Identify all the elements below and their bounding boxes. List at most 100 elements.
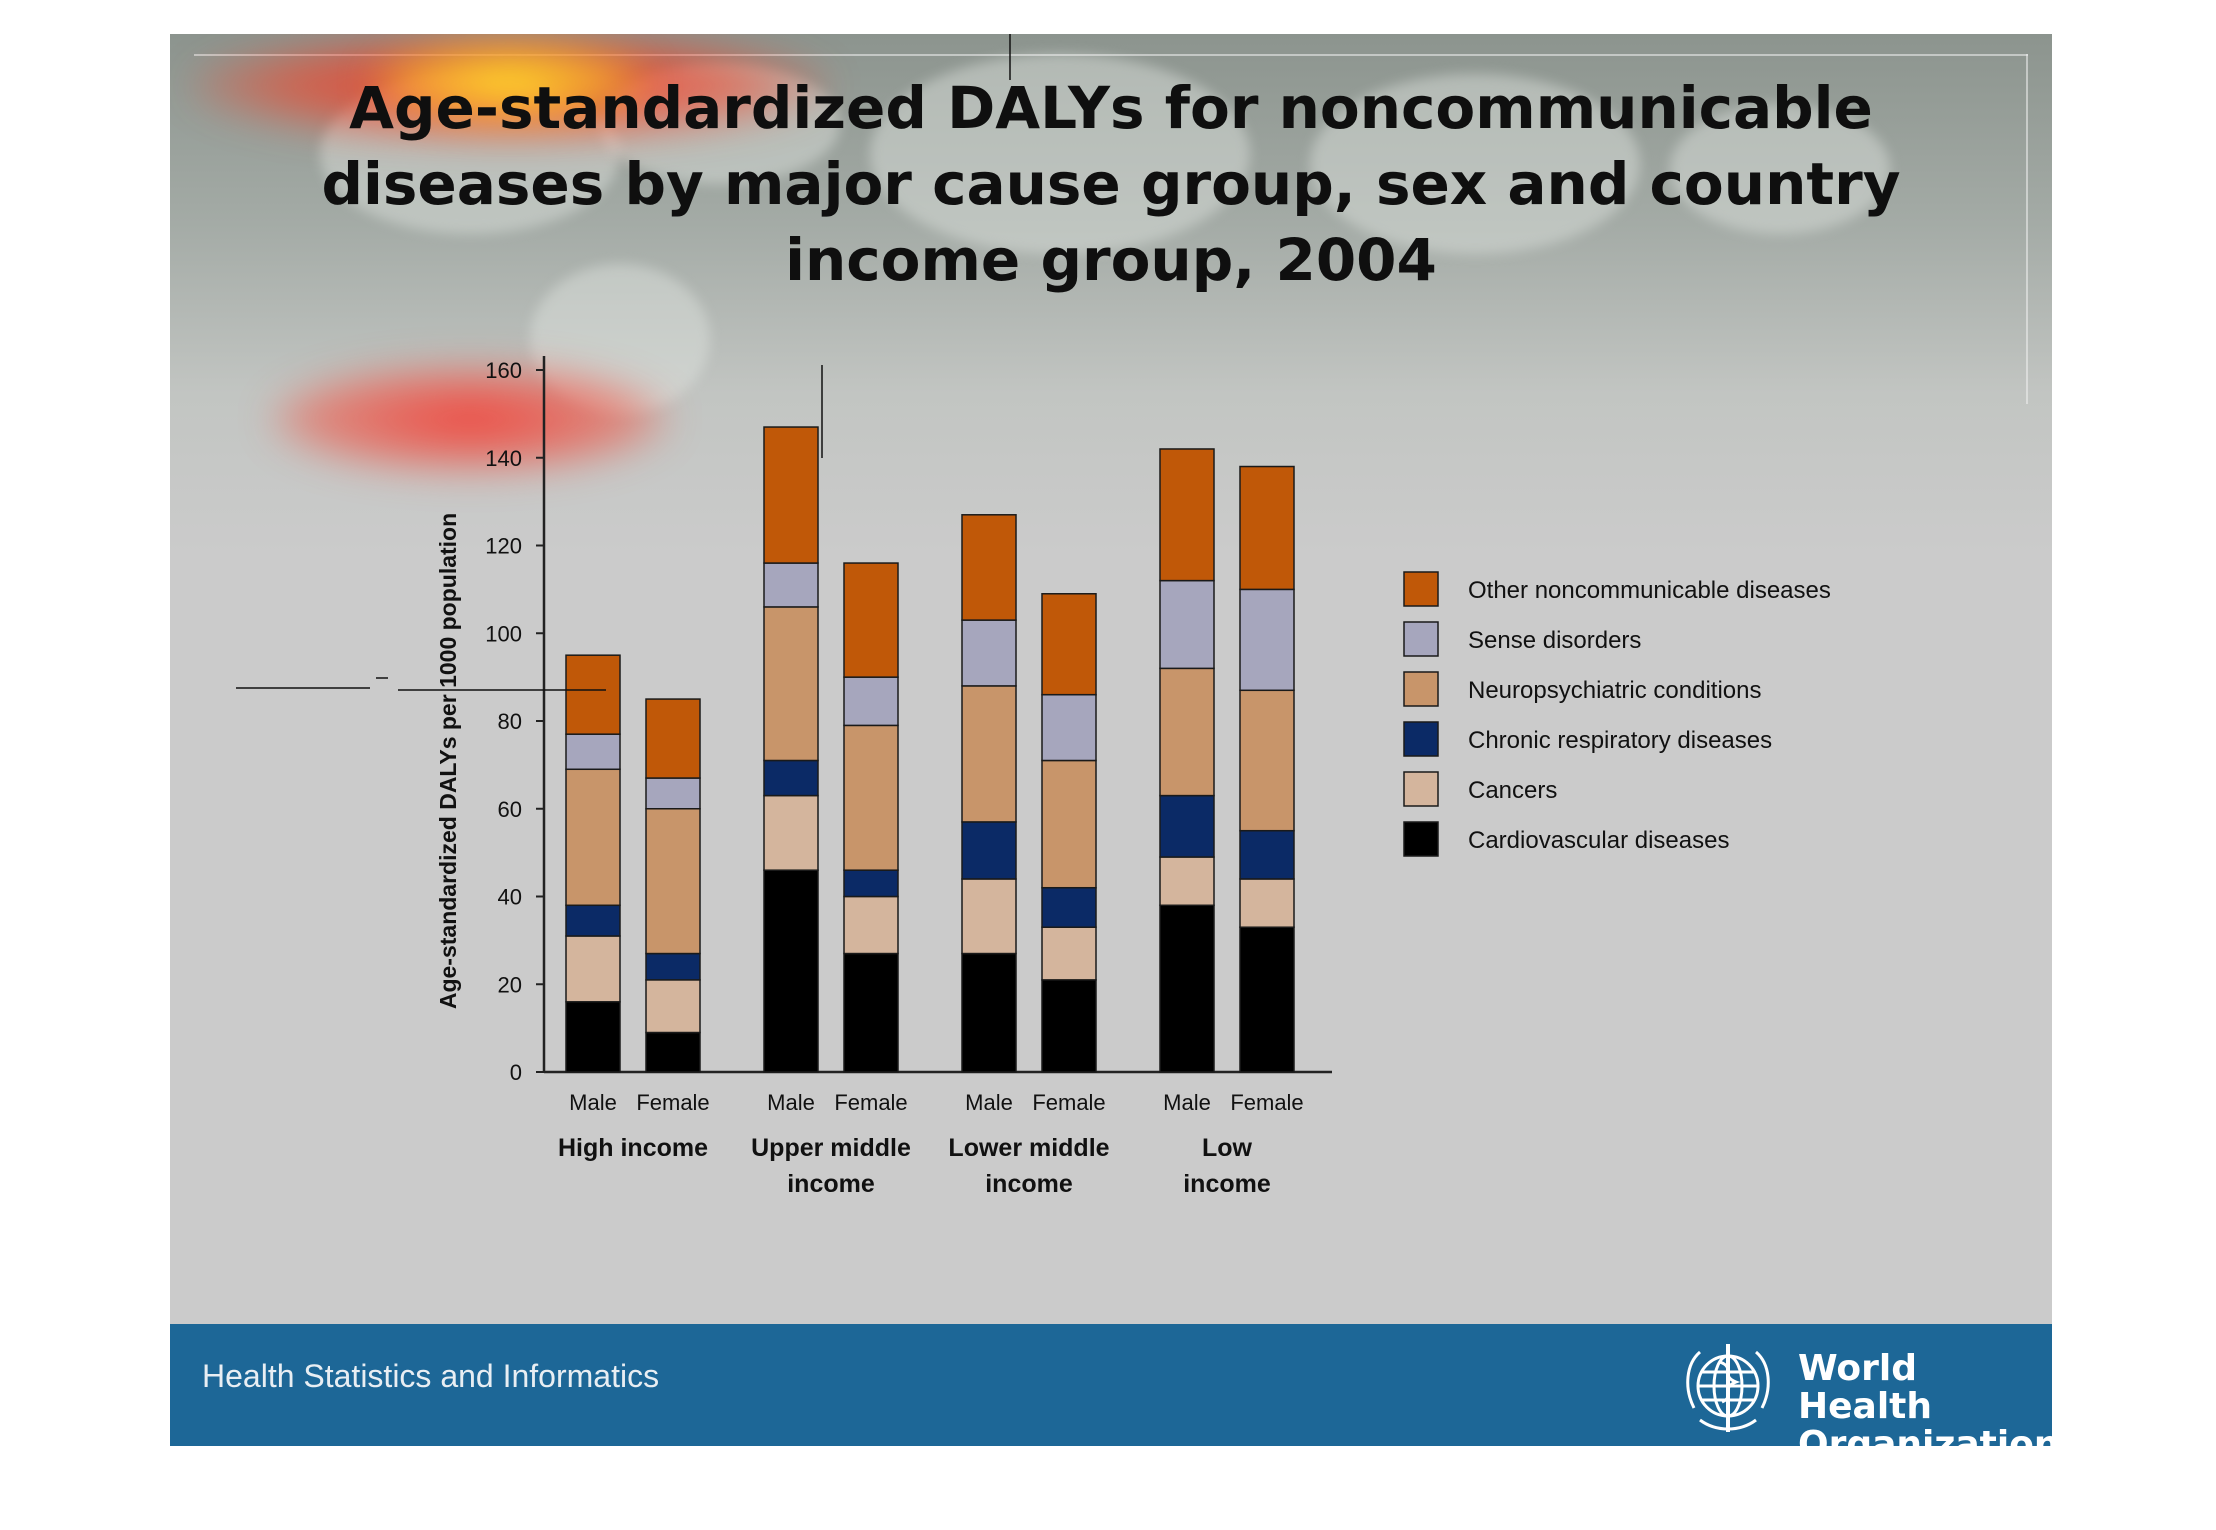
bar-segment <box>1239 588 1295 692</box>
title-line-3: income group, 2004 <box>785 226 1437 294</box>
map-background <box>1670 104 1890 234</box>
footer-label: Health Statistics and Informatics <box>202 1358 660 1394</box>
bar-segment <box>1239 829 1295 880</box>
legend-swatch <box>1403 821 1439 857</box>
x-category-label: Female <box>834 1090 907 1115</box>
bar-segment <box>961 952 1017 1073</box>
bar-segment <box>1041 926 1097 981</box>
legend-swatch <box>1403 671 1439 707</box>
y-tick-label: 0 <box>510 1060 522 1085</box>
bar-segment <box>1159 856 1215 907</box>
bar-segment <box>1159 904 1215 1073</box>
bar-segment <box>763 794 819 871</box>
who-organization-name: World Health Organization <box>1798 1348 2052 1447</box>
legend-swatch <box>1403 771 1439 807</box>
bar-segment <box>565 733 621 771</box>
x-category-label: Female <box>1230 1090 1303 1115</box>
bar-segment <box>1159 794 1215 858</box>
frame-line <box>194 54 2028 56</box>
footer-bar: Health Statistics and Informatics World … <box>170 1324 2052 1446</box>
y-tick-label: 120 <box>485 534 522 559</box>
legend-entry: Other noncommunicable diseases <box>1468 577 1831 604</box>
x-category-label: Female <box>636 1090 709 1115</box>
x-category-label: Male <box>767 1090 815 1115</box>
legend-swatch <box>1403 621 1439 657</box>
legend-entry: Neuropsychiatric conditions <box>1468 677 1761 704</box>
bar-segment <box>961 619 1017 687</box>
bar-segment <box>843 895 899 955</box>
heatmap-overlay <box>370 42 650 122</box>
x-group-label: High income <box>558 1134 708 1162</box>
bar-segment <box>961 514 1017 621</box>
bar-segment <box>1239 878 1295 928</box>
bar-segment <box>961 878 1017 955</box>
bar-segment <box>1041 979 1097 1073</box>
title-line-1: Age-standardized DALYs for noncommunicab… <box>349 74 1873 142</box>
who-emblem-icon <box>1686 1344 1770 1432</box>
bar-segment <box>843 676 899 727</box>
bar-segment <box>565 654 621 735</box>
x-group-label: Low <box>1202 1134 1253 1162</box>
x-group-label: income <box>1183 1170 1271 1198</box>
y-tick-label: 40 <box>498 885 522 910</box>
x-category-label: Male <box>569 1090 617 1115</box>
bar-segment <box>1159 667 1215 797</box>
bar-segment <box>1041 759 1097 889</box>
bar-segment <box>1239 465 1295 591</box>
legend-entry: Cancers <box>1468 777 1557 804</box>
bar-segment <box>565 935 621 1003</box>
bar-segment <box>763 426 819 564</box>
x-category-label: Male <box>965 1090 1013 1115</box>
bar-segment <box>961 821 1017 880</box>
bar-segment <box>1041 693 1097 762</box>
bar-segment <box>843 724 899 871</box>
title-line-2: diseases by major cause group, sex and c… <box>321 150 1901 218</box>
bar-segment <box>645 777 701 810</box>
x-group-label: income <box>787 1170 875 1198</box>
map-background <box>1310 74 1640 254</box>
x-group-label: income <box>985 1170 1073 1198</box>
bar-segment <box>763 869 819 1073</box>
bar-segment <box>565 904 621 937</box>
bar-segment <box>565 1001 621 1073</box>
bar-segment <box>843 869 899 898</box>
heatmap-overlay <box>270 364 670 474</box>
frame-line <box>2026 54 2028 404</box>
bar-segment <box>843 952 899 1073</box>
bar-segment <box>763 759 819 797</box>
x-group-label: Lower middle <box>948 1134 1109 1162</box>
bar-segment <box>843 562 899 678</box>
bar-segment <box>763 606 819 762</box>
bar-segment <box>763 562 819 608</box>
x-category-label: Male <box>1163 1090 1211 1115</box>
bar-segment <box>1041 593 1097 696</box>
chart-title: Age-standardized DALYs for noncommunicab… <box>170 70 2052 298</box>
legend-entry: Sense disorders <box>1468 627 1641 654</box>
bar-segment <box>645 1031 701 1073</box>
y-tick-label: 140 <box>485 446 522 471</box>
y-tick-label: 100 <box>485 621 522 646</box>
bar-segment <box>1041 886 1097 928</box>
y-axis-title: Age-standardized DALYs per 1000 populati… <box>435 513 461 1009</box>
bar-segment <box>565 768 621 907</box>
legend-swatch <box>1403 571 1439 607</box>
slide: Age-standardized DALYs for noncommunicab… <box>170 34 2052 1446</box>
x-category-label: Female <box>1032 1090 1105 1115</box>
x-group-label: Upper middle <box>751 1134 911 1162</box>
bar-segment <box>1239 689 1295 832</box>
bar-segment <box>645 952 701 981</box>
legend-entry: Cardiovascular diseases <box>1468 827 1729 854</box>
legend-entry: Chronic respiratory diseases <box>1468 727 1772 754</box>
bar-segment <box>645 698 701 779</box>
bar-segment <box>961 685 1017 823</box>
y-tick-label: 60 <box>498 797 522 822</box>
map-background <box>870 54 1250 254</box>
bar-segment <box>1159 448 1215 582</box>
who-name-line-2: Organization <box>1798 1424 2052 1447</box>
bar-segment <box>1239 926 1295 1073</box>
bar-segment <box>645 808 701 955</box>
y-tick-label: 20 <box>498 972 522 997</box>
y-tick-label: 80 <box>498 709 522 734</box>
who-name-line-1: World Health <box>1798 1348 1933 1427</box>
